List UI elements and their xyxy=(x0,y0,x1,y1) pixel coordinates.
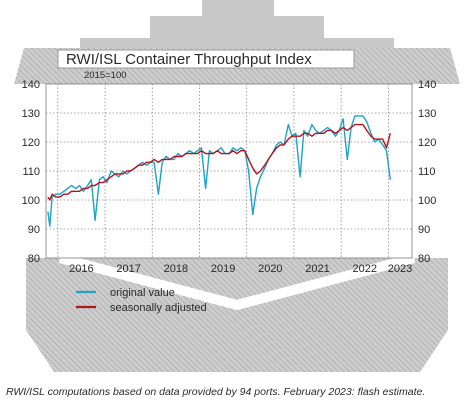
legend: original value seasonally adjusted xyxy=(76,287,207,314)
y-tick-label-left: 130 xyxy=(22,108,40,120)
series-lines xyxy=(47,115,391,227)
x-tick-label: 2017 xyxy=(116,263,140,275)
x-tick-label: 2021 xyxy=(305,263,329,275)
y-tick-label-right: 100 xyxy=(418,195,436,207)
chart-subtitle: 2015=100 xyxy=(84,70,127,81)
y-axis-left: 80 90 100 110 120 130 140 xyxy=(22,79,40,265)
x-axis: 2016 2017 2018 2019 2020 2021 2022 2023 xyxy=(69,263,412,275)
title-banner xyxy=(57,49,355,69)
y-tick-label-left: 90 xyxy=(28,224,40,236)
y-tick-label-left: 140 xyxy=(22,79,40,91)
series-line-seasonally-adjusted xyxy=(47,123,391,201)
x-tick-label: 2023 xyxy=(388,263,412,275)
y-tick-label-right: 110 xyxy=(418,166,436,178)
y-axis-right: 80 90 100 110 120 130 140 xyxy=(418,79,436,265)
legend-label-adjusted: seasonally adjusted xyxy=(110,302,207,314)
y-tick-label-right: 80 xyxy=(418,253,430,265)
y-tick-label-right: 130 xyxy=(418,108,436,120)
x-tick-label: 2019 xyxy=(211,263,235,275)
gridlines xyxy=(46,84,412,258)
y-tick-label-left: 110 xyxy=(22,166,40,178)
x-tick-label: 2018 xyxy=(164,263,188,275)
x-tick-label: 2020 xyxy=(258,263,282,275)
y-tick-label-left: 80 xyxy=(28,253,40,265)
x-tick-label: 2016 xyxy=(69,263,93,275)
y-tick-label-right: 120 xyxy=(418,137,436,149)
y-tick-label-left: 100 xyxy=(22,195,40,207)
legend-label-original: original value xyxy=(110,287,175,299)
y-tick-label-right: 90 xyxy=(418,224,430,236)
chart-title: RWI/ISL Container Throughput Index xyxy=(66,51,312,68)
y-tick-label-right: 140 xyxy=(418,79,436,91)
x-tick-label: 2022 xyxy=(353,263,377,275)
y-tick-label-left: 120 xyxy=(22,137,40,149)
footnote: RWI/ISL computations based on data provi… xyxy=(6,386,426,398)
